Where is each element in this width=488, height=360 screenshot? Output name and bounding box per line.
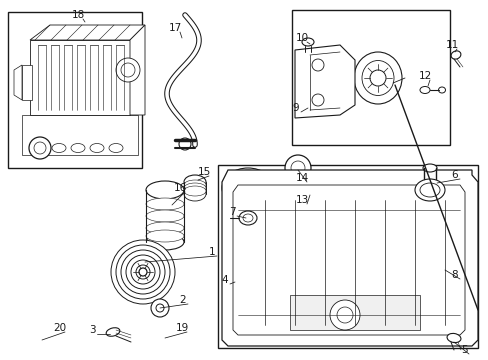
Polygon shape xyxy=(130,25,145,115)
Text: 6: 6 xyxy=(451,170,457,180)
Text: 2: 2 xyxy=(179,295,186,305)
Ellipse shape xyxy=(419,183,439,197)
Text: 12: 12 xyxy=(418,71,431,81)
Ellipse shape xyxy=(109,144,123,153)
Text: 11: 11 xyxy=(445,40,458,50)
Ellipse shape xyxy=(414,179,444,201)
Ellipse shape xyxy=(422,164,436,172)
Ellipse shape xyxy=(228,173,267,203)
Text: 1: 1 xyxy=(208,247,215,257)
Ellipse shape xyxy=(228,174,266,202)
Circle shape xyxy=(121,250,164,294)
Polygon shape xyxy=(22,65,32,100)
Bar xyxy=(8,12,142,168)
Polygon shape xyxy=(30,25,145,40)
Circle shape xyxy=(29,137,51,159)
Text: 9: 9 xyxy=(292,103,299,113)
Ellipse shape xyxy=(224,170,271,206)
Circle shape xyxy=(34,142,46,154)
Polygon shape xyxy=(22,115,138,155)
Circle shape xyxy=(179,138,191,150)
Text: 13: 13 xyxy=(295,195,308,205)
Text: 18: 18 xyxy=(71,10,84,20)
Circle shape xyxy=(329,300,359,330)
Circle shape xyxy=(116,245,170,299)
Text: 20: 20 xyxy=(53,323,66,333)
Ellipse shape xyxy=(146,230,183,242)
Ellipse shape xyxy=(222,168,273,208)
Text: 10: 10 xyxy=(295,33,308,43)
Bar xyxy=(218,165,477,348)
Text: 15: 15 xyxy=(197,167,210,177)
Ellipse shape xyxy=(361,60,393,95)
Ellipse shape xyxy=(239,211,257,225)
Ellipse shape xyxy=(146,234,183,250)
Ellipse shape xyxy=(106,328,120,336)
Ellipse shape xyxy=(183,186,205,196)
Ellipse shape xyxy=(438,87,445,93)
Ellipse shape xyxy=(146,198,183,210)
Ellipse shape xyxy=(183,180,205,190)
Circle shape xyxy=(111,240,175,304)
Ellipse shape xyxy=(183,183,205,193)
Circle shape xyxy=(116,58,140,82)
Ellipse shape xyxy=(71,144,85,153)
Text: 8: 8 xyxy=(451,270,457,280)
Text: 16: 16 xyxy=(173,183,186,193)
Ellipse shape xyxy=(446,333,460,343)
Polygon shape xyxy=(289,295,419,330)
Circle shape xyxy=(151,299,169,317)
Ellipse shape xyxy=(146,210,183,222)
Circle shape xyxy=(336,307,352,323)
Circle shape xyxy=(131,260,155,284)
Ellipse shape xyxy=(52,144,66,153)
Circle shape xyxy=(290,161,305,175)
Ellipse shape xyxy=(146,181,183,199)
Ellipse shape xyxy=(243,214,252,222)
Text: 17: 17 xyxy=(168,23,181,33)
Polygon shape xyxy=(30,40,130,115)
Circle shape xyxy=(136,265,150,279)
Ellipse shape xyxy=(450,51,460,59)
Circle shape xyxy=(384,76,396,88)
Ellipse shape xyxy=(183,187,205,201)
Text: 19: 19 xyxy=(175,323,188,333)
Ellipse shape xyxy=(353,52,401,104)
Ellipse shape xyxy=(226,172,269,204)
Bar xyxy=(291,10,449,145)
Circle shape xyxy=(139,268,147,276)
Circle shape xyxy=(285,155,310,181)
Ellipse shape xyxy=(235,179,261,197)
Text: 4: 4 xyxy=(221,275,228,285)
Circle shape xyxy=(311,59,324,71)
Text: 3: 3 xyxy=(88,325,95,335)
Polygon shape xyxy=(294,45,354,118)
Polygon shape xyxy=(222,170,477,346)
Circle shape xyxy=(121,63,135,77)
Text: 14: 14 xyxy=(295,173,308,183)
Ellipse shape xyxy=(90,144,104,153)
Text: 7: 7 xyxy=(228,207,235,217)
Circle shape xyxy=(369,70,385,86)
Ellipse shape xyxy=(419,86,429,94)
Ellipse shape xyxy=(33,144,47,153)
Circle shape xyxy=(311,94,324,106)
Ellipse shape xyxy=(302,38,313,46)
Ellipse shape xyxy=(146,222,183,234)
Ellipse shape xyxy=(183,175,205,189)
Polygon shape xyxy=(14,65,22,100)
Circle shape xyxy=(126,255,160,289)
Polygon shape xyxy=(232,185,464,335)
Text: 5: 5 xyxy=(460,345,467,355)
Circle shape xyxy=(156,304,163,312)
